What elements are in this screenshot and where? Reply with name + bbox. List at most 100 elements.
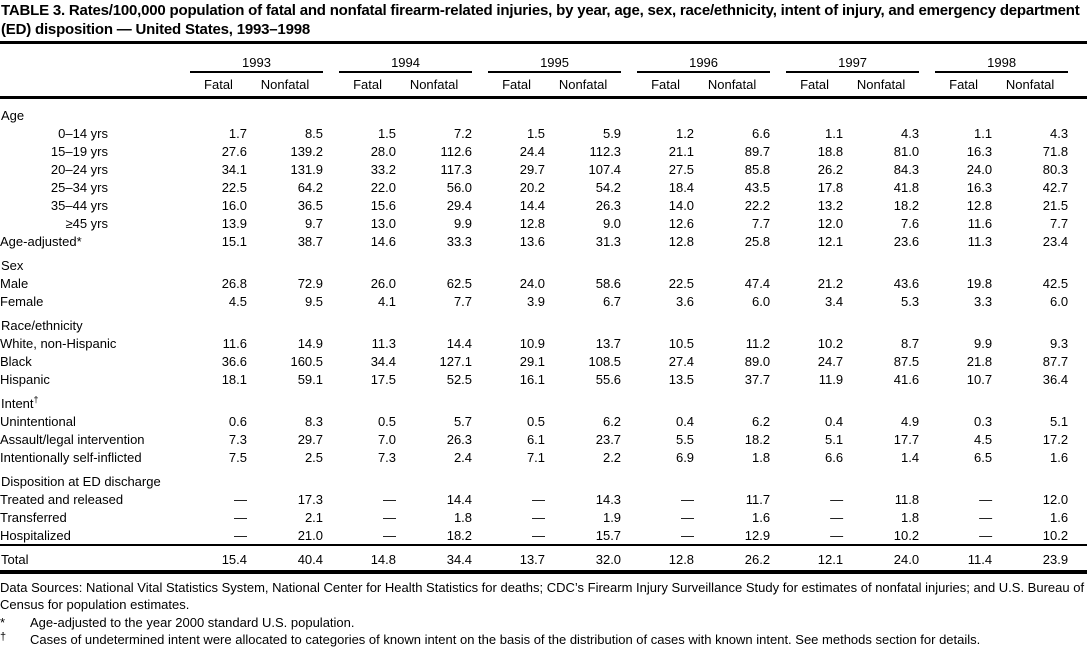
data-cell: 18.2 bbox=[744, 432, 771, 447]
data-cell: 14.4 bbox=[446, 336, 473, 351]
data-cell: — bbox=[979, 510, 993, 525]
data-cell: — bbox=[830, 492, 844, 507]
table-row: 20–24 yrs 34.1 131.9 33.2 117.3 29.7 107.4 27.5… bbox=[0, 160, 1087, 178]
data-cell: 160.5 bbox=[290, 354, 324, 369]
data-cell: — bbox=[383, 492, 397, 507]
column-spacer bbox=[770, 412, 786, 430]
data-cell: 7.2 bbox=[453, 126, 473, 141]
data-cell: 12.6 bbox=[668, 216, 695, 231]
data-cell: — bbox=[234, 492, 247, 507]
data-cell: 13.2 bbox=[817, 198, 844, 213]
data-cell: 0.4 bbox=[675, 414, 695, 429]
data-cell: 6.2 bbox=[751, 414, 771, 429]
footnote-age-adjusted: * Age-adjusted to the year 2000 standard… bbox=[0, 614, 1087, 631]
year-header-row: 1993 1994 1995 1996 1997 1998 bbox=[0, 44, 1087, 73]
data-cell: 27.6 bbox=[221, 144, 247, 159]
table-row: Hispanic 18.1 59.1 17.5 52.5 16.1 55.6 13.5 37.7… bbox=[0, 370, 1087, 388]
column-spacer bbox=[323, 274, 339, 292]
data-cell: 18.2 bbox=[893, 198, 920, 213]
data-cell: 7.7 bbox=[1050, 216, 1069, 231]
column-spacer bbox=[621, 370, 637, 388]
data-cell: 22.0 bbox=[370, 180, 397, 195]
data-cell: 12.9 bbox=[744, 528, 771, 543]
section-header: Sex bbox=[0, 250, 1087, 274]
data-cell: 41.6 bbox=[893, 372, 920, 387]
data-cell: 10.2 bbox=[1042, 528, 1069, 543]
row-label: 35–44 yrs bbox=[0, 196, 190, 214]
data-cell: 1.5 bbox=[526, 126, 546, 141]
column-spacer bbox=[323, 508, 339, 526]
data-cell: 10.7 bbox=[966, 372, 993, 387]
column-spacer bbox=[770, 526, 786, 545]
column-spacer bbox=[472, 274, 488, 292]
data-cell: 36.5 bbox=[297, 198, 324, 213]
data-cell: 14.4 bbox=[446, 492, 473, 507]
data-cell: 0.4 bbox=[824, 414, 844, 429]
data-cell: 24.0 bbox=[519, 276, 546, 291]
data-cell: 72.9 bbox=[297, 276, 324, 291]
data-cell: 10.2 bbox=[817, 336, 844, 351]
data-cell: 11.6 bbox=[222, 336, 247, 351]
data-cell: 9.0 bbox=[602, 216, 622, 231]
column-spacer bbox=[323, 124, 339, 142]
column-spacer bbox=[770, 490, 786, 508]
data-cell: 9.9 bbox=[453, 216, 473, 231]
data-cell: 5.5 bbox=[675, 432, 695, 447]
section-header: Race/ethnicity bbox=[0, 310, 1087, 334]
data-cell: — bbox=[234, 528, 247, 543]
data-cell: 7.6 bbox=[901, 216, 920, 231]
rates-table: 1993 1994 1995 1996 1997 1998 Fatal Nonfatal Fat… bbox=[0, 44, 1087, 574]
column-spacer bbox=[919, 490, 935, 508]
column-spacer bbox=[323, 526, 339, 545]
data-cell: 112.6 bbox=[440, 144, 473, 159]
data-cell: 71.8 bbox=[1042, 144, 1069, 159]
row-label-text: ≥45 yrs bbox=[65, 216, 108, 231]
data-cell: 6.6 bbox=[751, 126, 771, 141]
data-cell: — bbox=[681, 510, 695, 525]
subheader-row: Fatal Nonfatal Fatal Nonfatal Fatal Nonfatal F… bbox=[0, 72, 1087, 99]
data-cell: 40.4 bbox=[247, 544, 324, 574]
data-cell: 1.8 bbox=[901, 510, 920, 525]
year-header: 1993 bbox=[190, 44, 324, 73]
data-cell: 7.7 bbox=[453, 294, 473, 309]
column-spacer bbox=[919, 370, 935, 388]
footnote-data-sources: Data Sources: National Vital Statistics … bbox=[0, 580, 1085, 612]
data-cell: 29.1 bbox=[519, 354, 546, 369]
data-cell: 12.8 bbox=[966, 198, 993, 213]
data-cell: 5.1 bbox=[1050, 414, 1069, 429]
section-header: Age bbox=[0, 98, 1087, 125]
data-cell: 24.4 bbox=[519, 144, 546, 159]
section-header-label: Sex bbox=[1, 258, 24, 273]
data-cell: 1.1 bbox=[974, 126, 993, 141]
total-row: Total 15.4 40.4 14.8 34.4 13.7 32.0 12.8 26.2 12.… bbox=[0, 544, 1087, 574]
col-header-fatal: Fatal bbox=[935, 72, 993, 99]
data-cell: 13.5 bbox=[668, 372, 695, 387]
column-spacer bbox=[323, 334, 339, 352]
column-spacer bbox=[770, 72, 787, 99]
section-row: Race/ethnicity bbox=[0, 310, 1087, 334]
data-cell: 23.6 bbox=[893, 234, 920, 249]
table-row: Black 36.6 160.5 34.4 127.1 29.1 108.5 27.4 89.0… bbox=[0, 352, 1087, 370]
data-cell: 1.7 bbox=[228, 126, 247, 141]
data-cell: 29.7 bbox=[297, 432, 324, 447]
column-spacer bbox=[472, 544, 489, 574]
data-cell: 6.0 bbox=[1050, 294, 1069, 309]
footnote-intent: † Cases of undetermined intent were allo… bbox=[0, 631, 1087, 648]
data-cell: 18.8 bbox=[817, 144, 844, 159]
data-cell: 21.0 bbox=[297, 528, 324, 543]
column-spacer bbox=[919, 44, 935, 72]
data-cell: 14.3 bbox=[595, 492, 622, 507]
data-cell: 19.8 bbox=[966, 276, 993, 291]
footnote-age-adjusted-text: Age-adjusted to the year 2000 standard U… bbox=[30, 615, 355, 630]
data-cell: — bbox=[532, 510, 546, 525]
data-cell: 6.1 bbox=[526, 432, 546, 447]
col-header-nonfatal: Nonfatal bbox=[247, 72, 324, 99]
column-spacer bbox=[1068, 370, 1087, 388]
data-cell: 15.4 bbox=[190, 544, 247, 574]
data-cell: 12.8 bbox=[637, 544, 695, 574]
data-cell: 28.0 bbox=[370, 144, 397, 159]
data-cell: 42.5 bbox=[1042, 276, 1069, 291]
data-cell: 85.8 bbox=[744, 162, 771, 177]
data-cell: 6.7 bbox=[602, 294, 622, 309]
